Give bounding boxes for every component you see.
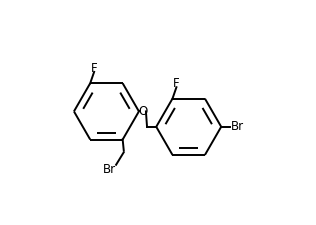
Text: F: F bbox=[91, 62, 97, 75]
Text: F: F bbox=[173, 77, 180, 90]
Text: Br: Br bbox=[103, 163, 116, 176]
Text: Br: Br bbox=[231, 120, 244, 133]
Text: O: O bbox=[138, 105, 148, 118]
